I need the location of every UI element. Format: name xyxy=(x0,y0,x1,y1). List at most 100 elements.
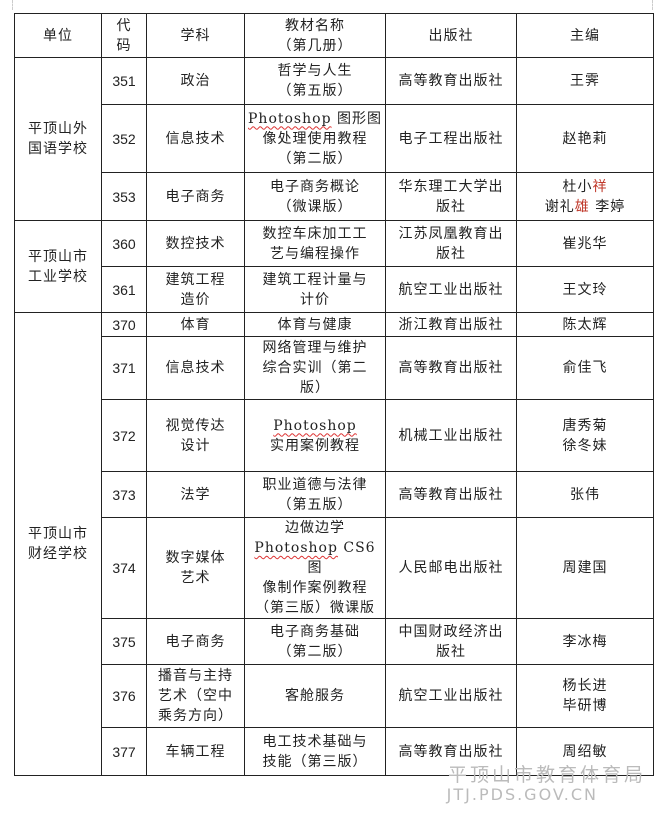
subject-cell: 电子商务 xyxy=(146,618,245,665)
header-textbook: 教材名称 （第几册） xyxy=(244,13,386,58)
subject-cell: 视觉传达 设计 xyxy=(146,399,245,472)
publisher-cell: 高等教育出版社 xyxy=(385,336,517,400)
subject-cell: 政治 xyxy=(146,57,245,105)
watermark-url: JTJ.PDS.GOV.CN xyxy=(446,785,598,804)
code-cell: 360 xyxy=(101,220,147,267)
editor-cell: 周建国 xyxy=(516,517,654,619)
header-publisher: 出版社 xyxy=(385,13,517,58)
subject-cell: 建筑工程 造价 xyxy=(146,266,245,313)
textbook-cell: 边做边学 Photoshop CS6 图 像制作案例教程 （第三版）微课版 xyxy=(244,517,386,619)
table-row: 371 信息技术 网络管理与维护 综合实训（第二 版） 高等教育出版社 俞佳飞 xyxy=(15,336,654,400)
code-cell: 372 xyxy=(101,399,147,472)
code-cell: 375 xyxy=(101,618,147,665)
code-cell: 351 xyxy=(101,57,147,105)
textbook-cell: Photoshop 实用案例教程 xyxy=(244,399,386,472)
photoshop-word: Photoshop xyxy=(273,417,357,434)
textbook-text: 哲学与人生 （第五版） xyxy=(277,63,353,99)
editor-cell: 王霁 xyxy=(516,57,654,105)
textbook-text: 数控车床加工工 艺与编程操作 xyxy=(262,225,368,262)
textbook-text: 电子商务基础 （第二版） xyxy=(270,623,360,660)
textbook-cell: 建筑工程计量与 计价 xyxy=(244,266,386,313)
page-edge xyxy=(652,0,653,10)
subject-cell: 电子商务 xyxy=(146,172,245,221)
subject-cell: 信息技术 xyxy=(146,336,245,400)
page-edge xyxy=(12,0,13,10)
publisher-cell: 人民邮电出版社 xyxy=(385,517,517,619)
publisher-cell: 华东理工大学出 版社 xyxy=(385,172,517,221)
editor-cell: 周绍敏 xyxy=(516,727,654,776)
table-row: 平顶山市 工业学校 360 数控技术 数控车床加工工 艺与编程操作 江苏凤凰教育出 版社… xyxy=(14,220,654,313)
editor-cell: 俞佳飞 xyxy=(516,336,654,400)
publisher-cell: 中国财政经济出 版社 xyxy=(385,618,517,665)
header-unit: 单位 xyxy=(14,13,102,58)
textbook-cell: 网络管理与维护 综合实训（第二 版） xyxy=(244,336,386,400)
editor-cell: 张伟 xyxy=(516,471,654,518)
publisher-cell: 江苏凤凰教育出 版社 xyxy=(385,220,517,267)
editor-name: 谢礼 xyxy=(544,198,575,215)
editor-cell: 杜小祥 谢礼雄 李婷 xyxy=(516,172,654,221)
textbook-cell: 客舱服务 xyxy=(244,664,386,728)
editor-cell: 陈太辉 xyxy=(516,312,654,337)
editor-cell: 李冰梅 xyxy=(516,618,654,665)
header-code: 代 码 xyxy=(101,13,147,58)
editor-cell: 杨长进 毕研博 xyxy=(516,664,654,728)
textbook-text: 客舱服务 xyxy=(285,688,345,704)
subject-cell: 法学 xyxy=(146,471,245,518)
textbook-cell: Photoshop 图形图 像处理使用教程 （第二版） xyxy=(244,104,386,173)
textbook-cell: 电子商务基础 （第二版） xyxy=(244,618,386,665)
textbook-text: 体育与健康 xyxy=(277,316,353,333)
table-row: 352 信息技术 Photoshop 图形图 像处理使用教程 （第二版） 电子工程出版… xyxy=(15,104,654,173)
subject-cell: 播音与主持 艺术（空中 乘务方向） xyxy=(146,664,245,728)
textbook-text: 电工技术基础与 技能（第三版） xyxy=(262,733,368,770)
textbook-cell: 哲学与人生 （第五版） xyxy=(244,57,386,105)
code-cell: 371 xyxy=(101,336,147,400)
textbook-text: 电子商务概论 （微课版） xyxy=(270,178,360,215)
unit-cell: 平顶山市 工业学校 xyxy=(14,220,102,313)
subject-cell: 数控技术 xyxy=(146,220,245,267)
textbook-text: 网络管理与维护 综合实训（第二 版） xyxy=(262,340,368,396)
photoshop-word: Photoshop xyxy=(248,110,332,127)
editor-cell: 赵艳莉 xyxy=(516,104,654,173)
table-row: 377 车辆工程 电工技术基础与 技能（第三版） 高等教育出版社 周绍敏 xyxy=(15,727,654,776)
textbook-cell: 数控车床加工工 艺与编程操作 xyxy=(244,220,386,267)
table-row: 376 播音与主持 艺术（空中 乘务方向） 客舱服务 航空工业出版社 杨长进 毕研博 xyxy=(15,664,654,728)
textbook-cell: 体育与健康 xyxy=(244,312,386,337)
publisher-cell: 高等教育出版社 xyxy=(385,727,517,776)
textbook-text: 建筑工程计量与 计价 xyxy=(262,271,368,308)
textbook-cell: 电子商务概论 （微课版） xyxy=(244,172,386,221)
table-row: 374 数字媒体 艺术 边做边学 Photoshop CS6 图 像制作案例教程 （… xyxy=(15,517,654,619)
editor-cell: 崔兆华 xyxy=(516,220,654,267)
textbook-text: 职业道德与法律 （第五版） xyxy=(262,476,368,513)
subject-cell: 信息技术 xyxy=(146,104,245,173)
textbook-text: 图形图 像处理使用教程 （第二版） xyxy=(262,110,382,167)
publisher-cell: 高等教育出版社 xyxy=(385,471,517,518)
header-subject: 学科 xyxy=(146,13,245,58)
publisher-cell: 航空工业出版社 xyxy=(385,266,517,313)
table-row: 373 法学 职业道德与法律 （第五版） 高等教育出版社 张伟 xyxy=(15,471,654,518)
table-row: 353 电子商务 电子商务概论 （微课版） 华东理工大学出 版社 杜小祥 谢礼雄 李婷 xyxy=(15,172,654,221)
textbook-text: 实用案例教程 xyxy=(270,437,360,454)
code-cell: 376 xyxy=(101,664,147,728)
unit-cell: 平顶山外 国语学校 xyxy=(14,57,102,221)
editor-cell: 唐秀菊 徐冬妹 xyxy=(516,399,654,472)
publisher-cell: 机械工业出版社 xyxy=(385,399,517,472)
table-row: 372 视觉传达 设计 Photoshop 实用案例教程 机械工业出版社 唐秀菊 徐冬妹 xyxy=(15,399,654,472)
table-row: 361 建筑工程 造价 建筑工程计量与 计价 航空工业出版社 王文玲 xyxy=(15,266,654,313)
publisher-cell: 航空工业出版社 xyxy=(385,664,517,728)
code-cell: 377 xyxy=(101,727,147,776)
unit-cell: 平顶山市 财经学校 xyxy=(14,312,102,776)
textbook-table: 单位 代 码 学科 教材名称 （第几册） 出版社 主编 平顶山外 国语学校 351… xyxy=(14,13,654,776)
subject-cell: 体育 xyxy=(146,312,245,337)
header-row: 单位 代 码 学科 教材名称 （第几册） 出版社 主编 xyxy=(14,13,654,58)
textbook-cell: 职业道德与法律 （第五版） xyxy=(244,471,386,518)
editor-name: 李婷 xyxy=(589,198,626,215)
publisher-cell: 电子工程出版社 xyxy=(385,104,517,173)
code-cell: 353 xyxy=(101,172,147,221)
textbook-line: 边做边学 xyxy=(285,520,345,536)
editor-name-red: 祥 xyxy=(592,178,608,195)
textbook-text: CS6 图 像制作案例教程 （第三版）微课版 xyxy=(255,540,376,616)
code-cell: 374 xyxy=(101,517,147,619)
code-cell: 361 xyxy=(101,266,147,313)
header-editor: 主编 xyxy=(516,13,654,58)
watermark-text: 平顶山市教育体育局 xyxy=(447,764,646,786)
